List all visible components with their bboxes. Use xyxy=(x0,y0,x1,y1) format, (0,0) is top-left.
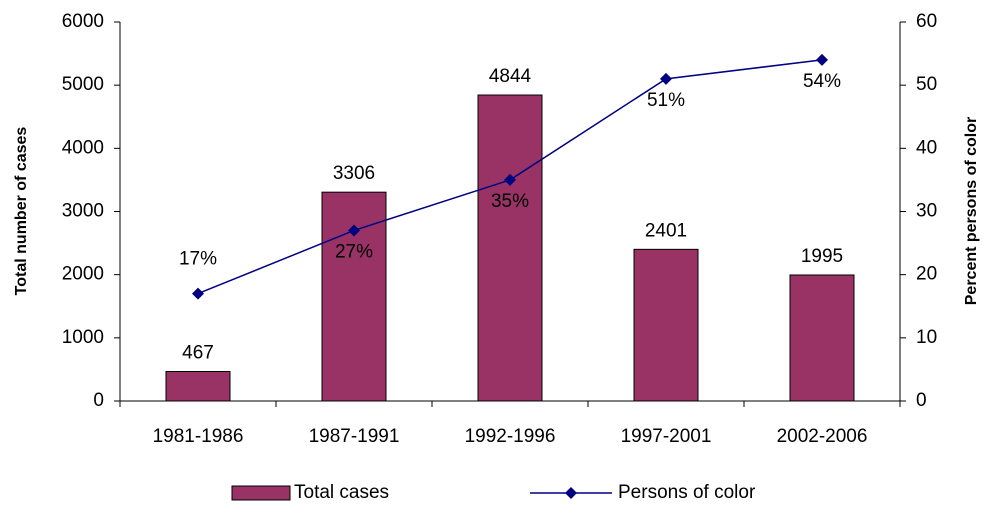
y2-tick-label: 30 xyxy=(916,201,937,222)
bar xyxy=(633,248,699,402)
legend-label: Persons of color xyxy=(618,482,756,503)
line-value-label: 54% xyxy=(803,71,841,92)
y2-tick-label: 40 xyxy=(916,137,937,158)
line-marker xyxy=(816,53,828,66)
line-value-label: 17% xyxy=(179,249,217,270)
y2-tick-label: 20 xyxy=(916,264,937,285)
x-tick-label: 1987-1991 xyxy=(309,426,400,447)
legend-marker xyxy=(565,487,577,499)
y2-tick-label: 50 xyxy=(916,74,937,95)
y2-tick-label: 60 xyxy=(916,11,937,32)
x-tick-label: 2002-2006 xyxy=(777,426,868,447)
bar-value-label: 4844 xyxy=(489,66,532,87)
y-tick-label: 2000 xyxy=(62,264,104,285)
line-value-label: 35% xyxy=(491,191,529,212)
y2-axis-title: Percent persons of color xyxy=(963,117,980,306)
bar xyxy=(165,371,231,402)
line-marker xyxy=(504,173,516,186)
line-value-label: 27% xyxy=(335,241,373,262)
y-tick-label: 6000 xyxy=(62,11,104,32)
y-tick-label: 1000 xyxy=(62,327,104,348)
legend-label: Total cases xyxy=(294,482,389,503)
y-tick-label: 3000 xyxy=(62,201,104,222)
bar-value-label: 1995 xyxy=(801,246,843,267)
line-marker xyxy=(348,224,360,237)
legend-swatch xyxy=(231,485,291,501)
y-tick-label: 5000 xyxy=(62,74,104,95)
x-tick-label: 1981-1986 xyxy=(153,426,244,447)
x-tick-label: 1992-1996 xyxy=(465,426,556,447)
line-marker xyxy=(192,287,204,300)
bar-value-label: 3306 xyxy=(333,163,375,184)
bar xyxy=(477,94,543,402)
x-tick-label: 1997-2001 xyxy=(621,426,712,447)
y-tick-label: 4000 xyxy=(62,137,104,158)
y-axis-title: Total number of cases xyxy=(13,127,30,296)
bar-value-label: 467 xyxy=(182,343,214,364)
y2-tick-label: 10 xyxy=(916,327,937,348)
y2-tick-label: 0 xyxy=(916,390,927,411)
line-value-label: 51% xyxy=(647,90,685,111)
bar xyxy=(789,274,855,402)
bar-value-label: 2401 xyxy=(645,220,687,241)
y-tick-label: 0 xyxy=(93,390,104,411)
line-marker xyxy=(660,72,672,85)
